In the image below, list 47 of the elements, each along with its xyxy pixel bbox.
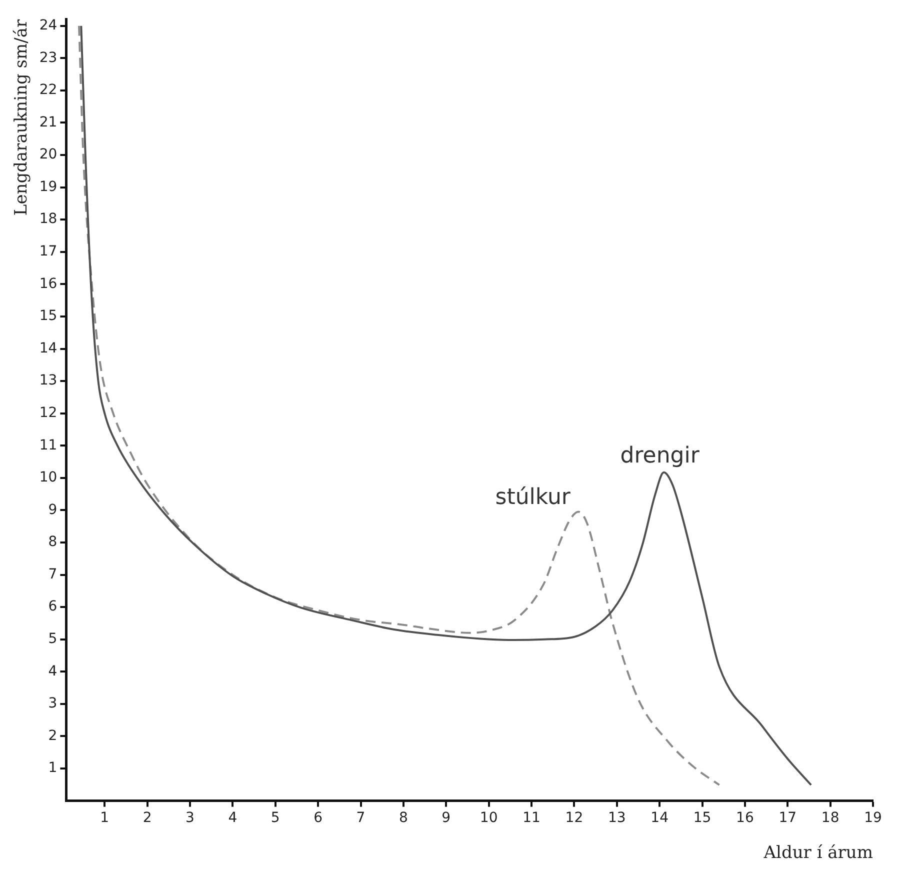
x-tick-label: 2 xyxy=(142,810,152,826)
y-tick-label: 13 xyxy=(39,372,58,389)
y-tick-label: 22 xyxy=(39,82,58,98)
x-tick-label: 16 xyxy=(736,810,754,826)
series-label: stúlkur xyxy=(495,484,572,510)
x-tick-label: 4 xyxy=(228,810,238,826)
series-label: drengir xyxy=(620,443,700,468)
y-tick-label: 3 xyxy=(48,696,58,712)
x-tick-label: 11 xyxy=(522,810,540,826)
y-tick-label: 14 xyxy=(39,340,58,356)
y-tick-label: 24 xyxy=(39,18,58,34)
y-tick-label: 20 xyxy=(39,146,58,163)
y-tick-label: 2 xyxy=(48,728,58,744)
x-tick-label: 12 xyxy=(565,810,584,826)
x-axis-title: Aldur í árum xyxy=(762,843,873,864)
x-tick-label: 6 xyxy=(314,810,323,826)
y-tick-label: 6 xyxy=(48,598,58,615)
x-tick-label: 8 xyxy=(398,810,408,826)
x-tick-label: 13 xyxy=(608,810,626,826)
x-tick-label: 17 xyxy=(778,810,797,826)
x-tick-label: 9 xyxy=(442,810,451,826)
y-tick-label: 15 xyxy=(39,308,58,324)
x-tick-label: 15 xyxy=(693,810,712,826)
y-tick-label: 4 xyxy=(48,663,58,680)
y-tick-label: 11 xyxy=(39,437,58,454)
y-tick-label: 16 xyxy=(39,276,58,292)
y-tick-label: 18 xyxy=(39,211,58,228)
y-tick-label: 10 xyxy=(39,470,58,486)
y-tick-label: 19 xyxy=(39,178,58,195)
x-tick-label: 7 xyxy=(356,810,366,826)
y-axis-title: Lengdaraukning sm/ár xyxy=(12,18,32,216)
y-tick-label: 17 xyxy=(39,244,58,260)
y-tick-label: 1 xyxy=(48,760,58,776)
y-tick-label: 5 xyxy=(48,630,58,647)
x-tick-label: 3 xyxy=(186,810,194,826)
y-tick-label: 8 xyxy=(48,534,58,550)
x-tick-label: 18 xyxy=(821,810,840,826)
y-tick-label: 23 xyxy=(39,50,58,66)
y-tick-label: 9 xyxy=(48,502,58,518)
y-tick-label: 7 xyxy=(48,566,58,582)
x-tick-label: 5 xyxy=(270,810,280,826)
y-tick-label: 21 xyxy=(39,114,58,130)
y-tick-label: 12 xyxy=(39,404,58,421)
x-tick-label: 14 xyxy=(650,810,669,826)
x-tick-label: 10 xyxy=(480,810,498,826)
x-tick-label: 19 xyxy=(864,810,882,826)
x-tick-label: 1 xyxy=(100,810,110,826)
